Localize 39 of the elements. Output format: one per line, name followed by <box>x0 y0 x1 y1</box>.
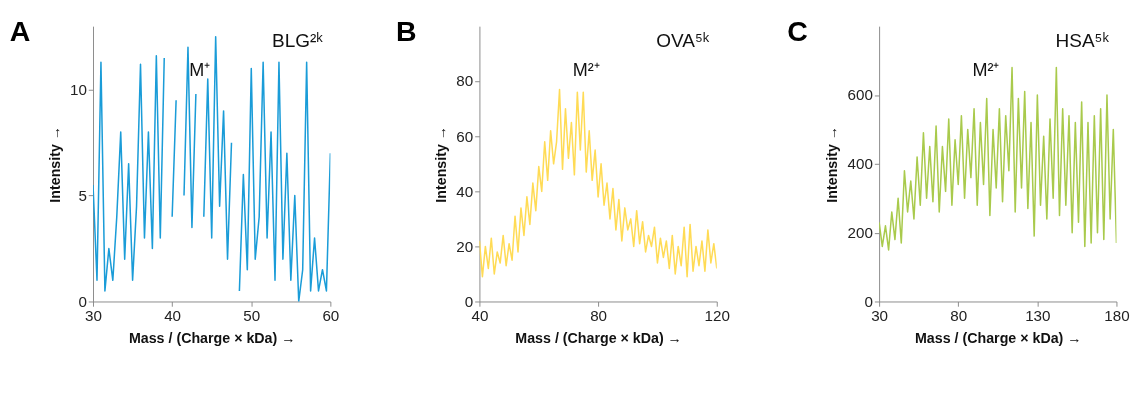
y-tick-label: 5 <box>78 186 87 204</box>
x-tick-label: 50 <box>243 306 261 324</box>
x-tick-label: 130 <box>1025 306 1051 324</box>
x-tick-label: 30 <box>85 306 102 324</box>
y-tick-label: 200 <box>847 223 873 241</box>
annotation: OVA⁵ᵏ <box>656 30 710 52</box>
x-tick-label: 30 <box>871 306 889 324</box>
chart-title: B <box>396 15 417 48</box>
y-tick-label: 10 <box>69 80 87 98</box>
x-tick-label: 80 <box>950 306 968 324</box>
y-axis-title: Intensity → <box>432 125 449 203</box>
annotation: M⁺ <box>189 60 211 81</box>
y-tick-label: 0 <box>864 292 873 310</box>
x-axis-title: Mass / (Charge × kDa) → <box>915 329 1082 346</box>
x-tick-label: 40 <box>164 306 182 324</box>
x-tick-label: 80 <box>590 306 608 324</box>
chart-title: A <box>9 15 31 48</box>
chart-title: C <box>787 15 808 48</box>
annotation: M²⁺ <box>572 60 600 81</box>
y-tick-label: 60 <box>456 127 474 145</box>
x-axis-title: Mass / (Charge × kDa) → <box>515 329 682 346</box>
y-tick-label: 600 <box>847 86 873 104</box>
annotation: HSA⁵ᵏ <box>1055 30 1110 52</box>
annotation: BLG²ᵏ <box>272 30 324 52</box>
y-axis-title: Intensity → <box>46 125 63 203</box>
y-tick-label: 40 <box>456 182 474 200</box>
y-tick-label: 20 <box>456 237 474 255</box>
y-axis-title: Intensity → <box>824 125 841 203</box>
y-tick-label: 0 <box>464 292 474 310</box>
y-tick-label: 80 <box>456 72 474 90</box>
x-tick-label: 180 <box>1104 306 1130 324</box>
x-tick-label: 120 <box>704 306 730 324</box>
line-series <box>479 88 717 278</box>
x-tick-label: 60 <box>322 306 340 324</box>
annotation: M²⁺ <box>972 60 1000 81</box>
x-axis-title: Mass / (Charge × kDa) → <box>128 329 296 346</box>
y-tick-label: 400 <box>847 155 873 173</box>
y-tick-label: 0 <box>78 292 87 310</box>
x-tick-label: 40 <box>471 306 489 324</box>
